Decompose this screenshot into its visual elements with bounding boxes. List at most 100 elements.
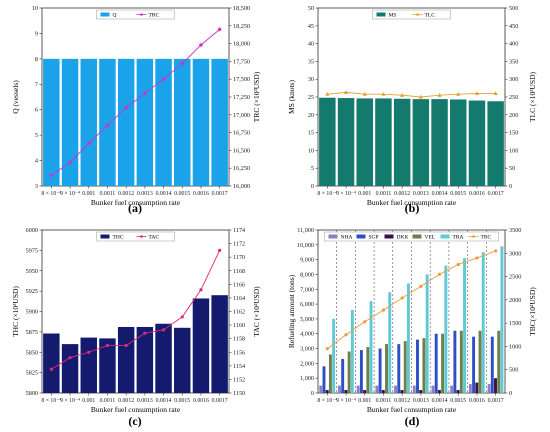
xtick-label: 0.0011 bbox=[376, 191, 392, 197]
bar-ms bbox=[450, 99, 467, 186]
bar-dkk bbox=[419, 390, 423, 393]
panel-letter-a: (a) bbox=[128, 201, 142, 215]
bar-vel bbox=[385, 344, 388, 393]
y2tick-label: 16,250 bbox=[233, 165, 250, 172]
y2tick-label: 500 bbox=[509, 367, 518, 374]
x-axis-label: Bunker fuel consumption rate bbox=[91, 198, 181, 207]
bar-sgp bbox=[434, 333, 438, 393]
point-trc bbox=[105, 123, 110, 128]
y2tick-label: 1166 bbox=[233, 281, 245, 288]
xtick-label: 0.001 bbox=[82, 398, 95, 404]
bar-ms bbox=[375, 98, 392, 186]
ytick-label: 30 bbox=[308, 76, 314, 83]
xtick-label: 0.0013 bbox=[137, 398, 153, 404]
bar-tra bbox=[350, 310, 354, 393]
xtick-label: 9 × 10⁻⁴ bbox=[60, 398, 80, 404]
y2tick-label: 3000 bbox=[509, 250, 521, 257]
panel-letter-d: (d) bbox=[405, 414, 420, 428]
legend-label-trc: TRC bbox=[149, 13, 160, 19]
line-tac bbox=[51, 250, 221, 370]
point-tbc bbox=[456, 262, 460, 267]
xtick-label: 0.0016 bbox=[469, 398, 485, 404]
bar-sgp bbox=[397, 344, 401, 393]
bar-thc bbox=[174, 327, 191, 393]
legend-label-tac: TAC bbox=[149, 235, 160, 241]
line-tbc bbox=[327, 250, 496, 350]
point-tlc bbox=[325, 91, 330, 96]
legend-box bbox=[372, 9, 451, 20]
point-tac bbox=[68, 356, 72, 360]
bar-tra bbox=[369, 301, 373, 393]
ytick-label: 25 bbox=[308, 94, 314, 101]
y2tick-label: 17,500 bbox=[233, 76, 250, 83]
xtick-label: 0.0012 bbox=[118, 398, 134, 404]
legend-swatch-ms bbox=[376, 12, 386, 17]
point-tbc bbox=[344, 333, 348, 337]
y2tick-label: 1164 bbox=[233, 295, 245, 302]
bar-q bbox=[117, 58, 135, 186]
ytick-label: 5800 bbox=[26, 390, 38, 397]
bar-nha bbox=[412, 385, 416, 393]
point-tlc bbox=[418, 94, 423, 99]
ytick-label: 1,000 bbox=[300, 375, 314, 382]
bar-tra bbox=[463, 258, 466, 393]
point-tbc bbox=[363, 320, 367, 324]
bar-sgp bbox=[341, 358, 345, 393]
y2tick-label: 300 bbox=[509, 76, 518, 83]
bar-vel bbox=[459, 330, 463, 393]
bar-vel bbox=[478, 330, 482, 393]
y2-axis-label: TRC (×10³USD) bbox=[252, 71, 261, 122]
ytick-label: 5 bbox=[35, 132, 38, 139]
point-tac bbox=[105, 343, 110, 348]
y2tick-label: 350 bbox=[509, 58, 518, 65]
bar-q bbox=[61, 58, 79, 186]
legend-label-vel: VEL bbox=[425, 235, 436, 241]
point-tlc bbox=[362, 91, 367, 96]
xtick-label: 0.0017 bbox=[488, 398, 504, 404]
ytick-label: 6000 bbox=[26, 227, 38, 234]
y2tick-label: 2500 bbox=[509, 274, 521, 281]
bar-dkk bbox=[437, 390, 441, 393]
bar-dkk bbox=[325, 390, 329, 393]
ytick-label: 20 bbox=[308, 112, 314, 119]
point-tac bbox=[124, 343, 128, 348]
bar-thc bbox=[80, 337, 97, 393]
bar-thc bbox=[192, 298, 210, 393]
legend-label-ms: MS bbox=[389, 13, 397, 19]
xtick-label: 0.0012 bbox=[118, 191, 134, 197]
bar-sgp bbox=[378, 348, 382, 393]
y2tick-label: 50 bbox=[509, 165, 515, 172]
legend-label-tbc: TBC bbox=[481, 235, 492, 241]
y2tick-label: 200 bbox=[509, 112, 518, 119]
bar-tra bbox=[425, 274, 429, 393]
bar-ms bbox=[412, 99, 430, 186]
bar-tra bbox=[481, 252, 485, 393]
xtick-label: 0.0013 bbox=[137, 191, 153, 197]
bar-tra bbox=[332, 318, 336, 393]
xtick-label: 0.0012 bbox=[394, 191, 410, 197]
ytick-label: 7,000 bbox=[300, 286, 314, 293]
bar-vel bbox=[347, 351, 351, 393]
point-trc bbox=[142, 91, 148, 96]
chart-c: 5800 5825 5850 5875 5900 5925 5950 5975 6000 1150… bbox=[11, 227, 261, 414]
point-tac bbox=[49, 367, 53, 371]
point-tlc bbox=[493, 91, 498, 96]
bar-thc bbox=[61, 344, 79, 393]
bar-nha bbox=[450, 385, 454, 393]
bar-thc bbox=[117, 326, 135, 393]
ytick-label: 40 bbox=[308, 41, 314, 48]
ytick-label: 5,000 bbox=[300, 316, 314, 323]
panel-letter-b: (b) bbox=[405, 201, 420, 215]
ytick-label: 6 bbox=[35, 107, 38, 114]
bar-sgp bbox=[490, 336, 494, 393]
legend-label-thc: THC bbox=[113, 235, 124, 241]
bar-thc bbox=[136, 326, 154, 393]
xtick-label: 0.0013 bbox=[413, 191, 429, 197]
ytick-label: 9,000 bbox=[300, 257, 314, 264]
y2tick-label: 2000 bbox=[509, 297, 521, 304]
y2tick-label: 1172 bbox=[233, 241, 245, 248]
point-trc bbox=[49, 173, 54, 178]
ytick-label: 7 bbox=[35, 81, 38, 88]
y2tick-label: 1158 bbox=[233, 336, 245, 343]
ytick-label: 2,000 bbox=[300, 360, 314, 367]
